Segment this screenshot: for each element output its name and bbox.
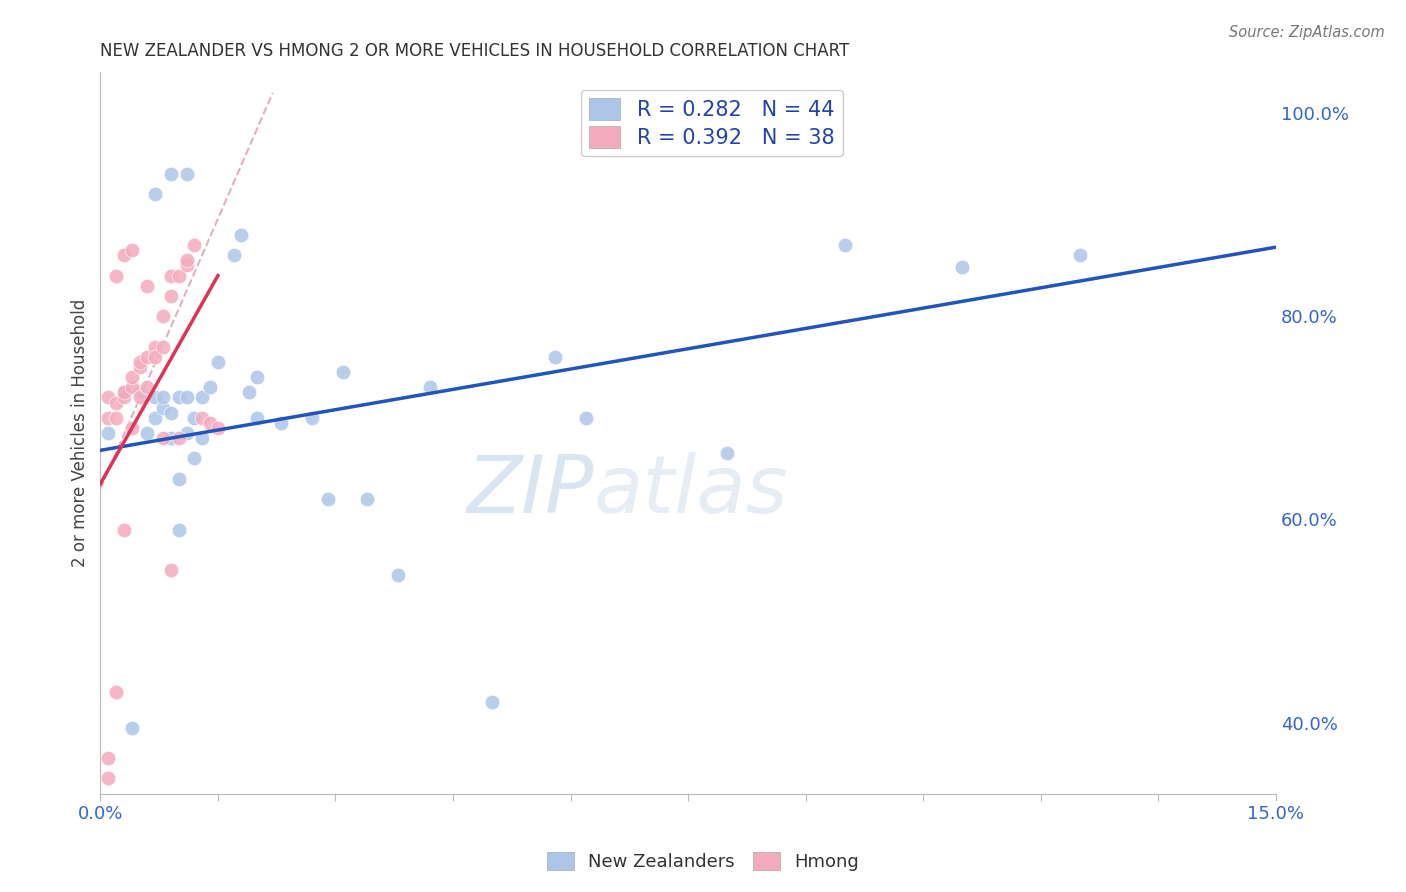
Point xyxy=(160,167,183,181)
Point xyxy=(136,278,159,293)
Point xyxy=(112,385,135,400)
Point xyxy=(152,431,174,445)
Point xyxy=(136,425,159,440)
Point xyxy=(270,416,292,430)
Point xyxy=(143,340,166,354)
Point xyxy=(105,395,128,409)
Point xyxy=(231,227,253,242)
Point xyxy=(160,431,183,445)
Point xyxy=(128,359,150,374)
Point xyxy=(160,289,183,303)
Text: NEW ZEALANDER VS HMONG 2 OR MORE VEHICLES IN HOUSEHOLD CORRELATION CHART: NEW ZEALANDER VS HMONG 2 OR MORE VEHICLE… xyxy=(100,42,849,60)
Point xyxy=(207,355,229,369)
Point xyxy=(128,355,150,369)
Point xyxy=(97,772,120,786)
Point xyxy=(716,446,738,460)
Point xyxy=(834,238,856,252)
Point xyxy=(356,492,378,507)
Point xyxy=(160,268,183,283)
Point xyxy=(121,370,143,384)
Point xyxy=(121,380,143,394)
Point xyxy=(121,243,143,257)
Point xyxy=(207,421,229,435)
Point xyxy=(112,385,135,400)
Text: atlas: atlas xyxy=(595,451,789,530)
Point xyxy=(167,472,190,486)
Point xyxy=(143,410,166,425)
Point xyxy=(222,248,245,262)
Point xyxy=(121,721,143,735)
Point xyxy=(544,350,567,364)
Point xyxy=(191,431,214,445)
Point xyxy=(387,568,409,582)
Point xyxy=(143,350,166,364)
Point xyxy=(301,410,323,425)
Point xyxy=(112,391,135,405)
Point xyxy=(136,380,159,394)
Point xyxy=(246,410,269,425)
Point xyxy=(952,260,974,275)
Legend: R = 0.282   N = 44, R = 0.392   N = 38: R = 0.282 N = 44, R = 0.392 N = 38 xyxy=(581,90,842,156)
Point xyxy=(160,406,183,420)
Point xyxy=(152,310,174,324)
Text: ZIP: ZIP xyxy=(467,451,595,530)
Point xyxy=(112,523,135,537)
Point xyxy=(105,685,128,699)
Point xyxy=(112,248,135,262)
Point xyxy=(176,259,198,273)
Point xyxy=(418,380,440,394)
Point xyxy=(167,431,190,445)
Point xyxy=(128,385,150,400)
Point xyxy=(97,410,120,425)
Point xyxy=(332,365,354,379)
Point xyxy=(167,523,190,537)
Point xyxy=(167,391,190,405)
Point xyxy=(128,391,150,405)
Point xyxy=(1069,248,1091,262)
Point xyxy=(575,410,598,425)
Y-axis label: 2 or more Vehicles in Household: 2 or more Vehicles in Household xyxy=(72,299,89,567)
Point xyxy=(198,416,221,430)
Point xyxy=(238,385,260,400)
Point xyxy=(176,167,198,181)
Point xyxy=(97,425,120,440)
Point xyxy=(198,380,221,394)
Point xyxy=(176,425,198,440)
Point xyxy=(183,238,205,252)
Point xyxy=(136,350,159,364)
Point xyxy=(105,268,128,283)
Point xyxy=(97,751,120,765)
Point xyxy=(481,695,503,709)
Point xyxy=(160,563,183,577)
Point xyxy=(143,391,166,405)
Point xyxy=(143,187,166,202)
Point xyxy=(176,391,198,405)
Point xyxy=(191,410,214,425)
Text: Source: ZipAtlas.com: Source: ZipAtlas.com xyxy=(1229,25,1385,40)
Point xyxy=(152,391,174,405)
Point xyxy=(183,410,205,425)
Point xyxy=(152,340,174,354)
Point xyxy=(176,253,198,268)
Point xyxy=(167,268,190,283)
Point xyxy=(97,391,120,405)
Point xyxy=(152,401,174,415)
Point xyxy=(246,370,269,384)
Point xyxy=(121,421,143,435)
Point xyxy=(183,451,205,466)
Point xyxy=(105,410,128,425)
Legend: New Zealanders, Hmong: New Zealanders, Hmong xyxy=(540,845,866,879)
Point xyxy=(191,391,214,405)
Point xyxy=(316,492,339,507)
